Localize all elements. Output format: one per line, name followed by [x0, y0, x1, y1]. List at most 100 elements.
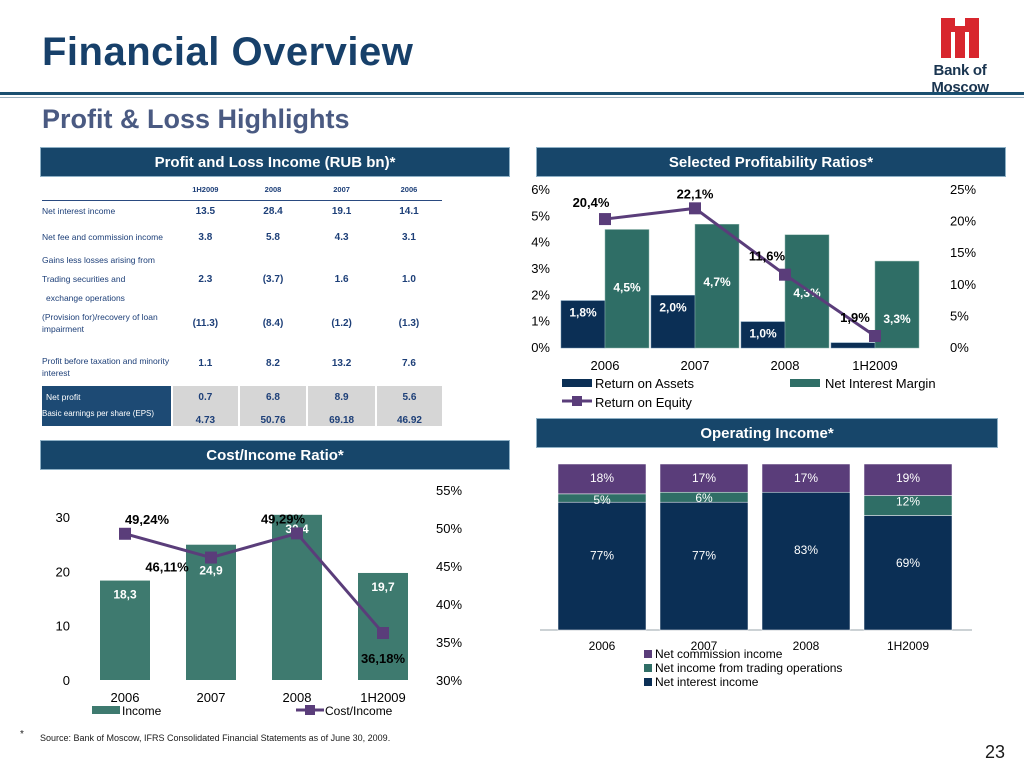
pl-cell: 50.76 — [237, 408, 308, 426]
pl-cell: 1.0 — [402, 273, 416, 285]
legend-swatch-roe-marker — [572, 396, 582, 406]
opinc-data-label: 12% — [896, 495, 920, 509]
opinc-data-label: 83% — [794, 543, 818, 557]
nim-bar — [694, 223, 740, 349]
pl-header-blank — [42, 180, 172, 201]
x-axis-tick-label: 2008 — [283, 690, 312, 705]
pl-cell: (1.3) — [398, 317, 420, 329]
opinc-data-label: 77% — [692, 549, 716, 563]
pl-cell — [376, 252, 442, 268]
left-axis-tick-label: 1% — [531, 314, 550, 329]
logo-text: Bank of Moscow — [931, 62, 989, 96]
opinc-segment — [557, 501, 647, 631]
pl-row: (Provision for)/recovery of loan impairm… — [42, 306, 442, 340]
pl-table: 1H2009 2008 2007 2006 Net interest incom… — [42, 180, 442, 442]
pl-cell: 28.4 — [263, 205, 283, 217]
x-axis-tick-label: 2007 — [197, 690, 226, 705]
legend-swatch-nim — [790, 379, 820, 387]
cost-income-line — [124, 531, 385, 635]
legend-swatch-income — [92, 706, 120, 714]
right-axis-tick-label: 5% — [950, 308, 969, 323]
cost-income-data-label: 36,18% — [361, 651, 406, 666]
opinc-data-label: 19% — [896, 471, 920, 485]
roe-marker — [689, 202, 701, 215]
pl-cell: 5.6 — [374, 386, 442, 408]
pl-cell — [239, 252, 308, 268]
x-axis-tick-label: 2007 — [691, 639, 718, 653]
page-number: 23 — [985, 742, 1006, 762]
pl-cell: 6.8 — [237, 386, 308, 408]
pl-row-label: exchange operations — [46, 293, 125, 303]
right-axis-tick-label: 45% — [436, 559, 462, 574]
roe-data-label: 22,1% — [677, 186, 714, 201]
footnote-marker: * — [20, 729, 24, 740]
opinc-segment — [863, 515, 953, 631]
pl-row: Profit before taxation and minority inte… — [42, 340, 442, 386]
header-rule — [0, 92, 1024, 95]
pl-cell: 3.1 — [402, 231, 416, 243]
x-axis-tick-label: 1H2009 — [887, 639, 929, 653]
roa-data-label: 0,2% — [839, 348, 867, 362]
legend-label: Cost/Income — [325, 704, 393, 718]
legend-swatch — [644, 678, 652, 686]
opinc-data-label: 6% — [695, 491, 713, 505]
left-axis-tick-label: 0% — [531, 340, 550, 355]
nim-bar — [604, 229, 650, 349]
legend-swatch-roa — [562, 379, 592, 387]
roe-marker — [779, 268, 791, 281]
income-data-label: 24,9 — [199, 564, 223, 578]
legend-label: Net interest income — [655, 675, 759, 689]
nim-bar — [874, 260, 920, 349]
pl-row-label: Profit before taxation and minority inte… — [42, 356, 170, 378]
pl-cell — [172, 252, 239, 268]
roe-data-label: 11,6% — [749, 249, 786, 264]
pl-cell: 13.5 — [195, 205, 216, 217]
page-title: Financial Overview — [42, 30, 414, 74]
pl-row: Trading securities and 2.3 (3.7) 1.6 1.0 — [42, 268, 442, 290]
opinc-segment — [557, 463, 647, 495]
pl-cell: 8.9 — [306, 386, 376, 408]
pl-cell: 46.92 — [374, 408, 442, 426]
nim-data-label: 3,3% — [883, 312, 911, 326]
pl-cell: (11.3) — [192, 317, 219, 329]
cost-income-data-label: 46,11% — [145, 560, 189, 575]
income-data-label: 18,3 — [113, 588, 137, 602]
roa-bar — [740, 321, 786, 349]
pl-row: Net interest income 13.5 28.4 19.1 14.1 — [42, 200, 442, 222]
pl-row: exchange operations — [42, 290, 442, 306]
opinc-segment — [863, 463, 953, 496]
roa-bar — [650, 295, 696, 349]
opinc-data-label: 17% — [794, 471, 818, 485]
footnote: Source: Bank of Moscow, IFRS Consolidate… — [40, 733, 391, 743]
right-axis-tick-label: 25% — [950, 182, 976, 197]
ratios-chart: 0% 1% 2% 3% 4% 5% 6% 0% 5% 10% 15% 20% 25% 1,8% 4,5% 20… — [531, 182, 976, 410]
pl-cell — [239, 290, 308, 306]
opinc-data-label: 5% — [593, 493, 611, 507]
nim-data-label: 4,5% — [613, 281, 641, 295]
left-axis-tick-label: 3% — [531, 261, 550, 276]
pl-row-label: Trading securities and — [42, 274, 126, 284]
legend-swatch-cost-income-marker — [305, 705, 315, 715]
pl-cell: 0.7 — [171, 386, 239, 408]
opinc-segment — [761, 491, 851, 631]
right-axis-tick-label: 30% — [436, 673, 462, 688]
operating-income-chart: 77% 5% 18% 2006 77% 6% 17% 2007 83% 17% 2008 69% 12%… — [540, 463, 972, 689]
cost-income-data-label: 49,29% — [261, 511, 306, 526]
right-axis-tick-label: 40% — [436, 597, 462, 612]
pl-cell: 7.6 — [402, 357, 416, 369]
cost-income-data-label: 49,24% — [125, 512, 170, 527]
pl-row-eps: Basic earnings per share (EPS) 4.73 50.7… — [42, 408, 442, 426]
pl-cell — [376, 290, 442, 306]
pl-cell: (1.2) — [331, 317, 352, 329]
legend-swatch — [644, 664, 652, 672]
opinc-segment — [761, 463, 851, 493]
right-axis-tick-label: 55% — [436, 483, 462, 498]
pl-row: Gains less losses arising from — [42, 252, 442, 268]
legend-label: Net Interest Margin — [825, 376, 936, 391]
x-axis-tick-label: 2006 — [589, 639, 616, 653]
pl-cell: 14.1 — [399, 205, 419, 217]
income-bar — [186, 544, 236, 680]
cost-income-marker — [377, 627, 389, 640]
roe-marker — [599, 213, 611, 226]
legend-label: Net commission income — [655, 647, 783, 661]
